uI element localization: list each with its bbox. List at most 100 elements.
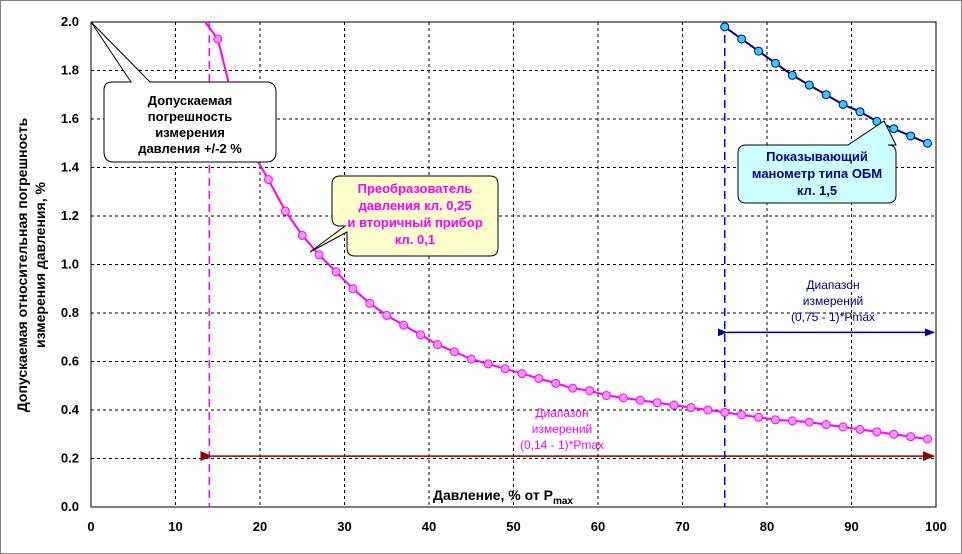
series-0-point-21	[568, 383, 578, 393]
series-0-point-41	[906, 432, 916, 442]
series-1-point-10	[889, 124, 899, 134]
series-1-point-11	[906, 131, 916, 141]
series-0-point-5	[297, 230, 307, 240]
y-tick-5: 1.0	[61, 257, 79, 272]
range-arrows	[200, 328, 935, 462]
series-0-point-35	[804, 417, 814, 427]
y-tick-labels: 0.0 0.2 0.4 0.6 0.8 1.0 1.2 1.4 1.6 1.8 2.0	[61, 14, 80, 514]
callout-allowed-error: Допускаемая погрешность измерения давлен…	[90, 21, 277, 163]
y-tick-10: 2.0	[61, 14, 79, 29]
y-tick-7: 1.4	[61, 160, 80, 175]
callout-converter: Преобразователь давления кл. 0,25 и втор…	[309, 175, 499, 257]
series-0-point-18	[517, 369, 527, 379]
x-tick-labels: 0 10 20 30 40 50 60 70 80 90 100	[87, 519, 946, 534]
y-tick-8: 1.6	[61, 111, 79, 126]
x-tick-5: 50	[506, 519, 520, 534]
series-0-point-25	[635, 395, 645, 405]
series-0-point-29	[703, 405, 713, 415]
series-1-point-8	[855, 107, 865, 117]
series-1-point-2	[754, 46, 764, 56]
series-0-point-22	[585, 386, 595, 396]
y-tick-0: 0.0	[61, 499, 79, 514]
range-gauge-line-3: (0,75 - 1)*Pmax	[791, 310, 875, 324]
series-0-point-38	[855, 424, 865, 434]
series-0-point-27	[669, 400, 679, 410]
series-0-point-33	[770, 415, 780, 425]
series-0-point-24	[618, 393, 628, 403]
series-0-point-6	[314, 250, 324, 260]
series-0-point-31	[737, 410, 747, 420]
y-tick-1: 0.2	[61, 451, 79, 466]
callout-converter-line-1: Преобразователь	[358, 181, 473, 196]
series-0-point-30	[720, 407, 730, 417]
x-tick-2: 20	[253, 519, 267, 534]
series-1-point-5	[804, 80, 814, 90]
series-1-point-6	[821, 90, 831, 100]
series-0-point-13	[432, 340, 442, 350]
series-0-point-19	[534, 373, 544, 383]
y-axis-label-2: измерения давления, %	[32, 182, 48, 348]
y-tick-9: 1.8	[61, 63, 79, 78]
series-0-point-20	[551, 378, 561, 388]
x-tick-10: 100	[925, 519, 947, 534]
y-tick-2: 0.4	[61, 402, 80, 417]
series-0-point-32	[754, 412, 764, 422]
series-0-point-9	[365, 298, 375, 308]
x-axis-label: Давление, % от Pmax	[433, 487, 573, 507]
series-1-point-7	[838, 99, 848, 109]
y-tick-3: 0.6	[61, 354, 79, 369]
y-axis-label-1: Допускаемая относительная погрешность	[14, 117, 30, 412]
series-0-point-40	[889, 429, 899, 439]
series-1-point-3	[770, 58, 780, 68]
range-gauge-line-2: измерений	[803, 294, 864, 308]
callout-converter-line-3: и вторичный прибор	[347, 215, 482, 230]
series-0-point-4	[280, 206, 290, 216]
callout-allowed-error-line-2: погрешность	[148, 109, 232, 124]
series-0-point-7	[331, 267, 341, 277]
series-1-point-0	[720, 22, 730, 32]
x-tick-6: 60	[591, 519, 605, 534]
callout-allowed-error-line-4: давления +/-2 %	[138, 141, 242, 156]
x-tick-4: 40	[422, 519, 436, 534]
callout-gauge-line-2: манометр типа ОБМ	[752, 166, 882, 181]
series-0-point-15	[466, 354, 476, 364]
series-1-point-1	[737, 34, 747, 44]
callout-converter-line-2: давления кл. 0,25	[358, 198, 471, 213]
callout-allowed-error-line-3: измерения	[155, 125, 225, 140]
y-tick-6: 1.2	[61, 208, 79, 223]
series-0-point-26	[652, 398, 662, 408]
series-0-point-28	[686, 403, 696, 413]
x-tick-0: 0	[87, 519, 94, 534]
range-gauge-line-1: Диапазон	[806, 278, 859, 292]
series-0-point-34	[787, 416, 797, 426]
series-0-point-11	[399, 320, 409, 330]
series-0-point-3	[263, 175, 273, 185]
series-0-point-42	[923, 434, 933, 444]
series-0-point-8	[348, 284, 358, 294]
series-0-point-12	[416, 330, 426, 340]
x-tick-1: 10	[168, 519, 182, 534]
series-0-point-17	[500, 364, 510, 374]
series-0-point-16	[483, 359, 493, 369]
series-0-point-39	[872, 427, 882, 437]
callout-gauge-line-3: кл. 1,5	[797, 183, 837, 198]
x-tick-3: 30	[337, 519, 351, 534]
callout-converter-line-4: кл. 0,1	[395, 232, 435, 247]
callout-gauge-line-1: Показывающий	[766, 149, 868, 164]
series-0-point-36	[821, 420, 831, 430]
range-converter-line-2: измерений	[532, 422, 593, 436]
callout-gauge: Показывающий манометр типа ОБМ кл. 1,5	[737, 120, 897, 204]
range-converter-line-1: Диапазон	[535, 406, 588, 420]
x-tick-7: 70	[675, 519, 689, 534]
series-group	[204, 21, 933, 444]
series-0-point-37	[838, 422, 848, 432]
series-1-point-4	[787, 70, 797, 80]
x-tick-9: 90	[844, 519, 858, 534]
series-0-point-0	[213, 34, 223, 44]
series-0-point-23	[601, 390, 611, 400]
range-converter-line-3: (0,14 - 1)*Pmax	[520, 438, 604, 452]
series-0-point-14	[449, 347, 459, 357]
x-tick-8: 80	[760, 519, 774, 534]
callout-allowed-error-line-1: Допускаемая	[148, 93, 232, 108]
